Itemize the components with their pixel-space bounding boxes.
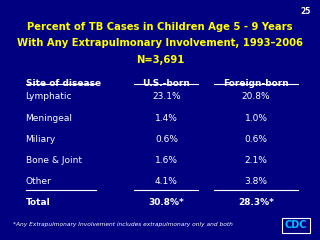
Text: U.S.-born: U.S.-born	[142, 79, 190, 88]
Text: 1.0%: 1.0%	[244, 114, 268, 122]
Text: 20.8%: 20.8%	[242, 92, 270, 101]
Text: 23.1%: 23.1%	[152, 92, 181, 101]
Text: 25: 25	[300, 7, 310, 16]
Text: 1.4%: 1.4%	[155, 114, 178, 122]
Text: Other: Other	[26, 177, 51, 186]
Text: Bone & Joint: Bone & Joint	[26, 156, 82, 165]
Text: Meningeal: Meningeal	[26, 114, 73, 122]
Text: N=3,691: N=3,691	[136, 55, 184, 65]
Text: Site of disease: Site of disease	[26, 79, 101, 88]
Text: CDC: CDC	[285, 220, 307, 230]
Text: *Any Extrapulmonary Involvement includes extrapulmonary only and both: *Any Extrapulmonary Involvement includes…	[13, 222, 233, 227]
Text: 2.1%: 2.1%	[244, 156, 268, 165]
Text: Lymphatic: Lymphatic	[26, 92, 72, 101]
Text: 28.3%*: 28.3%*	[238, 198, 274, 207]
Text: Total: Total	[26, 198, 50, 207]
Text: 3.8%: 3.8%	[244, 177, 268, 186]
Text: 1.6%: 1.6%	[155, 156, 178, 165]
Text: 30.8%*: 30.8%*	[148, 198, 184, 207]
Text: 0.6%: 0.6%	[155, 135, 178, 144]
Text: 4.1%: 4.1%	[155, 177, 178, 186]
Text: 0.6%: 0.6%	[244, 135, 268, 144]
Text: Percent of TB Cases in Children Age 5 - 9 Years: Percent of TB Cases in Children Age 5 - …	[27, 22, 293, 32]
Text: Miliary: Miliary	[26, 135, 56, 144]
Text: With Any Extrapulmonary Involvement, 1993–2006: With Any Extrapulmonary Involvement, 199…	[17, 38, 303, 48]
Text: Foreign-born: Foreign-born	[223, 79, 289, 88]
